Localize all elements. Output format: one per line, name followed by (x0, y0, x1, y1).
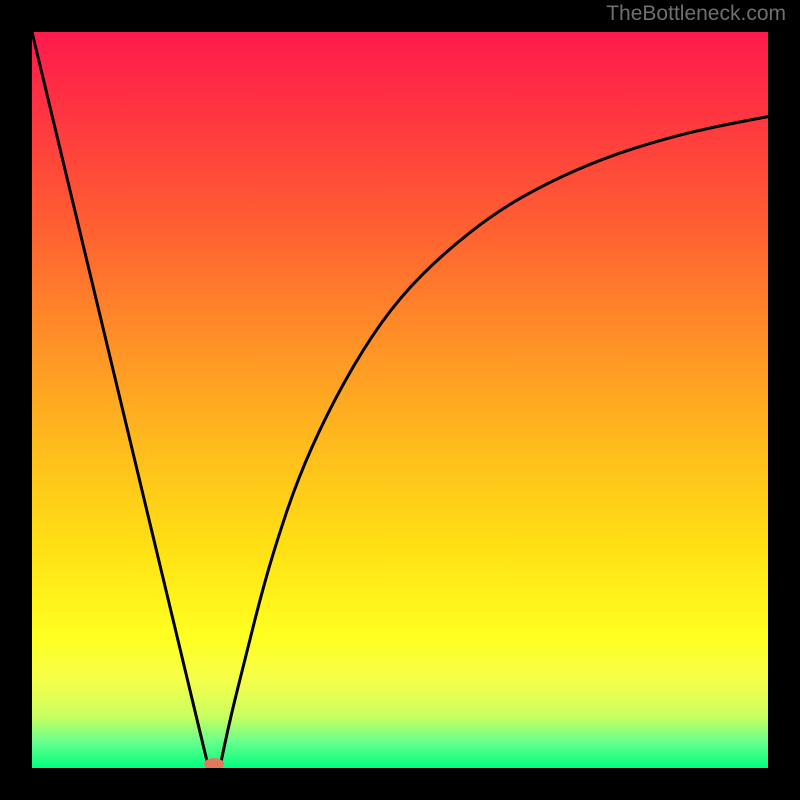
plot-area (32, 32, 768, 768)
bottleneck-curve (32, 32, 768, 768)
chart-container: TheBottleneck.com (0, 0, 800, 800)
watermark-text: TheBottleneck.com (606, 2, 786, 26)
minimum-marker (204, 758, 224, 768)
curve-overlay (32, 32, 768, 768)
